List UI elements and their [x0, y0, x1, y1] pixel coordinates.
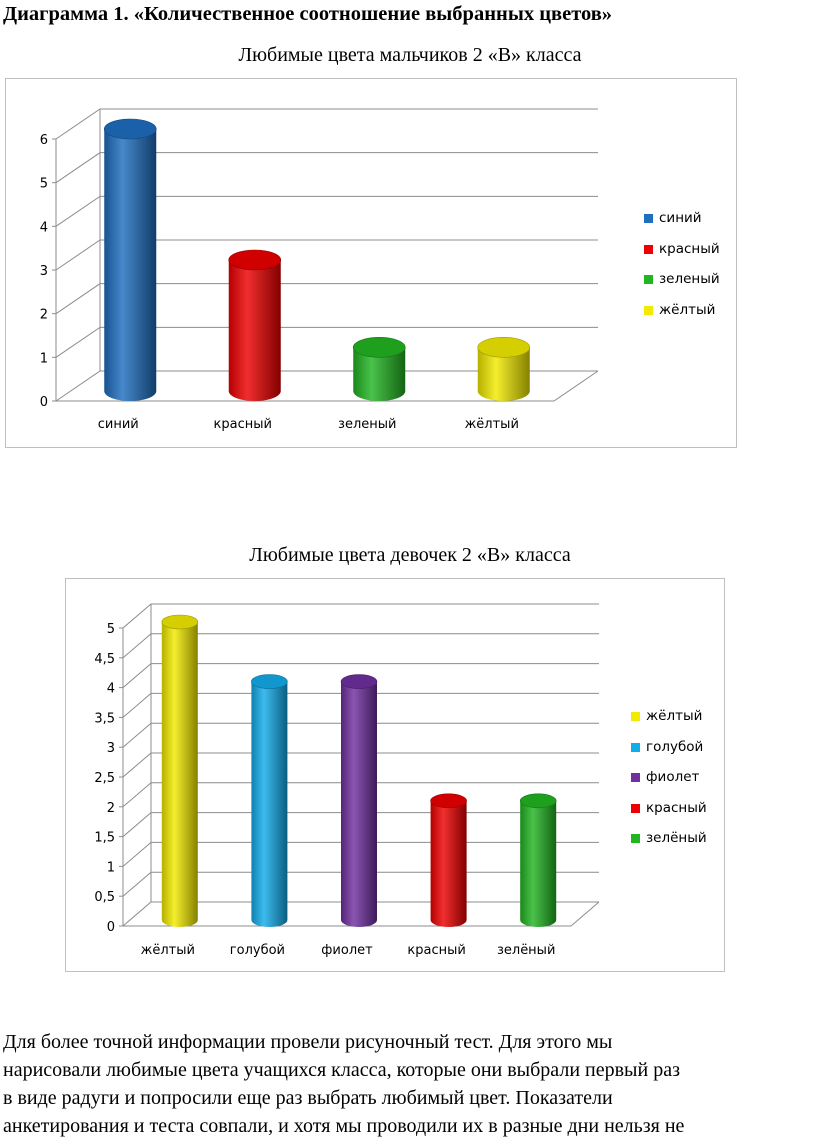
legend-swatch: [631, 712, 640, 721]
bar-body: [251, 681, 288, 927]
y-tick-label: 3: [107, 741, 115, 756]
body-line: Для более точной информации провели рису…: [3, 1031, 613, 1053]
y-tick-label: 4,5: [94, 652, 115, 667]
y-tick-label: 5: [107, 622, 115, 637]
bar-body: [520, 800, 557, 927]
y-tick-label: 2: [40, 308, 48, 323]
legend-swatch: [631, 834, 640, 843]
x-tick-label: голубой: [230, 943, 285, 958]
bar-зеленый: [352, 337, 406, 401]
legend-swatch: [644, 214, 653, 223]
legend-swatch: [644, 244, 653, 254]
legend-label: голубой: [646, 738, 704, 755]
bar-жёлтый: [477, 337, 531, 401]
x-tick-label: жёлтый: [465, 417, 519, 432]
bar-top: [103, 118, 157, 140]
bar-жёлтый: [161, 614, 199, 927]
chart-title-girls: Любимые цвета девочек 2 «В» класса: [249, 544, 571, 566]
body-paragraph: Для более точной информации провели рису…: [3, 1028, 815, 1140]
legend-label: синий: [659, 210, 702, 226]
legend-label: зелёный: [646, 830, 707, 846]
y-tick-label: 4: [107, 682, 115, 697]
bar-зелёный: [519, 793, 557, 927]
x-tick-label: красный: [214, 417, 272, 432]
legend-label: красный: [659, 240, 720, 257]
y-tick-label: 3,5: [94, 711, 115, 726]
y-tick-label: 2,5: [94, 771, 115, 786]
chart-girls-frame: 0 0,5 1 1,5 2 2,5 3 3,5 4 4,5 5 жёлтый голубой фиолет…: [65, 578, 725, 972]
bar-top: [340, 674, 378, 689]
x-tick-label: зелёный: [497, 943, 555, 958]
body-line: нарисовали любимые цвета учащихся класса…: [3, 1059, 680, 1081]
legend-label: жёлтый: [646, 708, 703, 724]
y-tick-label: 6: [40, 133, 48, 148]
chart-girls: 0 0,5 1 1,5 2 2,5 3 3,5 4 4,5 5 жёлтый голубой фиолет…: [94, 603, 600, 958]
legend-label: жёлтый: [659, 301, 716, 318]
x-tick-label: фиолет: [321, 943, 373, 958]
bar-top: [161, 614, 199, 630]
legend-swatch: [631, 803, 640, 813]
bar-top: [519, 793, 557, 809]
y-tick-label: 2: [107, 801, 115, 816]
bar-красный: [228, 249, 282, 401]
bar-красный: [430, 793, 467, 927]
y-tick-label: 0: [107, 920, 115, 935]
legend-label: фиолет: [646, 769, 700, 785]
y-tick-label: 0: [40, 395, 48, 410]
body-line: в виде радуги и попросили еще раз выбрат…: [3, 1087, 613, 1109]
x-tick-label: красный: [407, 943, 465, 958]
legend-swatch: [644, 305, 653, 315]
y-tick-label: 4: [40, 220, 48, 235]
bar-top: [251, 674, 288, 689]
document-heading: Диаграмма 1. «Количественное соотношение…: [3, 3, 613, 25]
bar-body: [161, 622, 198, 927]
y-tick-label: 0,5: [94, 890, 115, 905]
y-tick-label: 3: [40, 264, 48, 279]
chart-boys: 0 1 2 3 4 5 6 синий красный зеленый жёлтый: [40, 108, 599, 432]
bar-top: [352, 337, 406, 358]
legend-label: красный: [646, 799, 707, 816]
bar-top: [477, 337, 531, 358]
legend-swatch: [644, 275, 653, 284]
bar-фиолет: [340, 674, 378, 927]
bar-body: [228, 260, 281, 401]
y-tick-label: 1: [40, 351, 48, 366]
bar-body: [104, 129, 157, 401]
bar-голубой: [251, 674, 288, 927]
legend-swatch: [631, 773, 640, 782]
bar-синий: [103, 118, 157, 401]
body-line: анкетирования и теста совпали, и хотя мы…: [3, 1115, 685, 1137]
x-tick-label: синий: [98, 417, 139, 432]
y-tick-label: 1: [107, 860, 115, 875]
legend-label: зеленый: [659, 271, 720, 287]
bar-body: [430, 800, 467, 927]
x-tick-label: зеленый: [338, 417, 396, 432]
y-tick-label: 5: [40, 177, 48, 192]
bar-top: [228, 249, 282, 271]
chart-title-boys: Любимые цвета мальчиков 2 «В» класса: [238, 44, 582, 66]
bar-body: [353, 347, 406, 401]
legend-swatch: [631, 742, 640, 752]
x-tick-label: жёлтый: [141, 943, 195, 958]
chart-boys-frame: 0 1 2 3 4 5 6 синий красный зеленый жёлтый синий кр…: [5, 78, 737, 448]
y-tick-label: 1,5: [94, 831, 115, 846]
floor-edge: [56, 370, 599, 402]
bar-body: [477, 347, 530, 401]
bar-body: [341, 681, 377, 927]
bar-top: [430, 793, 467, 809]
